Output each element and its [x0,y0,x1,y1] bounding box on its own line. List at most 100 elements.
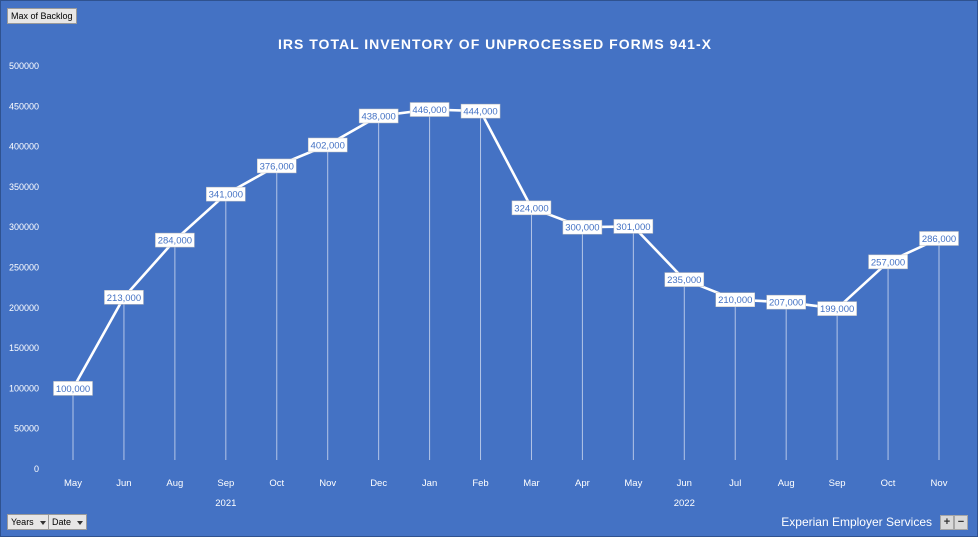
y-tick-label: 150000 [9,343,39,353]
y-tick-label: 400000 [9,142,39,152]
x-tick-label: Nov [931,478,948,489]
y-tick-label: 50000 [14,424,39,434]
x-group-label: 2022 [674,498,695,509]
y-tick-label: 100000 [9,383,39,393]
data-label: 376,000 [257,158,297,174]
data-label-box [307,137,348,153]
data-label: 210,000 [715,292,755,307]
data-label-box [206,186,246,202]
x-tick-label: Oct [881,478,896,489]
data-label-text: 257,000 [871,257,905,268]
chart-title: IRS TOTAL INVENTORY OF UNPROCESSED FORMS… [278,36,712,52]
data-label: 402,000 [307,137,348,153]
data-label-box [613,219,654,234]
x-tick-label: Sep [829,478,846,489]
years-dropdown-icon [39,520,46,525]
data-label-text: 213,000 [107,293,141,304]
data-label: 301,000 [613,219,654,234]
data-label: 284,000 [155,232,195,248]
data-label-text: 300,000 [565,223,599,234]
data-label-box [257,158,297,174]
data-label-text: 438,000 [361,111,395,122]
y-tick-label: 200000 [9,303,39,313]
data-label: 300,000 [562,219,603,235]
y-tick-label: 350000 [9,182,39,192]
x-tick-label: Jan [422,478,437,489]
data-label-text: 301,000 [616,222,650,233]
data-label-text: 210,000 [718,295,752,306]
data-label-text: 207,000 [769,298,803,309]
data-label: 235,000 [664,272,705,287]
data-label-text: 341,000 [209,190,243,201]
value-field-label: Max of Backlog [11,11,73,21]
data-label: 286,000 [919,231,959,246]
data-label: 438,000 [358,108,399,124]
x-tick-label: Aug [166,478,183,489]
x-tick-label: Dec [370,478,387,489]
data-label-box [868,254,908,270]
x-tick-label: Jun [677,478,692,489]
date-field-label: Date [52,517,72,527]
x-tick-label: Mar [523,478,539,489]
y-tick-label: 300000 [9,222,39,232]
data-label-box [766,294,806,310]
years-field-label: Years [11,517,34,527]
data-label: 341,000 [206,186,246,202]
branding-text: Experian Employer Services [781,515,932,529]
data-label-text: 324,000 [514,203,548,214]
data-label-box [409,102,450,117]
data-label: 207,000 [766,294,806,310]
x-axis: May Jun Aug Sep Oct Nov Dec Jan Feb Mar Apr May Jun J… [64,478,948,509]
series-line-group [71,108,941,390]
data-label: 257,000 [868,254,908,270]
data-label-text: 402,000 [311,140,345,151]
data-label-text: 446,000 [412,105,446,116]
data-label-box [104,290,144,305]
data-label-box [53,381,93,396]
y-tick-label: 250000 [9,263,39,273]
data-label-box [460,103,501,119]
date-field-button[interactable]: Date [48,514,88,530]
drop-lines [72,109,940,460]
x-tick-label: Jun [116,478,131,489]
x-tick-label: Oct [269,478,284,489]
x-tick-label: Aug [778,478,795,489]
x-tick-label: Apr [575,478,590,489]
data-label-text: 376,000 [260,161,294,172]
data-label-box [919,231,959,246]
data-label-text: 100,000 [56,384,90,395]
data-label: 100,000 [53,381,93,396]
years-field-button[interactable]: Years [7,514,50,530]
data-label-box [155,232,195,248]
series-line [71,108,940,390]
collapse-button[interactable]: − [954,515,968,530]
x-group-label: 2021 [215,498,236,509]
y-tick-label: 0 [34,464,39,474]
data-label-text: 286,000 [922,234,956,245]
data-label-text: 199,000 [820,304,854,315]
x-tick-label: May [64,478,82,489]
data-labels: 100,000 213,000 284,000 341,000 376,000 402,0… [53,102,959,396]
y-axis: 0 50000 100000 150000 200000 250000 300000 3500… [9,61,39,474]
data-label-text: 284,000 [158,236,192,247]
data-label: 444,000 [460,103,501,119]
data-label-text: 444,000 [463,107,497,118]
x-tick-label: Feb [472,478,488,489]
expand-button[interactable]: + [940,515,954,530]
data-label-box [817,301,857,316]
x-tick-label: Jul [729,478,741,489]
data-label: 213,000 [104,290,144,305]
data-label-box [664,272,705,287]
date-dropdown-icon [77,520,84,525]
data-label-text: 235,000 [667,275,701,286]
data-label-box [358,108,399,124]
y-tick-label: 500000 [9,61,39,71]
data-label-box [511,200,552,216]
value-field-button[interactable]: Max of Backlog [7,8,77,24]
data-label: 324,000 [511,200,552,216]
data-label-box [715,292,755,307]
x-tick-label: May [624,478,642,489]
data-label: 199,000 [817,301,857,316]
data-label: 446,000 [409,102,450,117]
